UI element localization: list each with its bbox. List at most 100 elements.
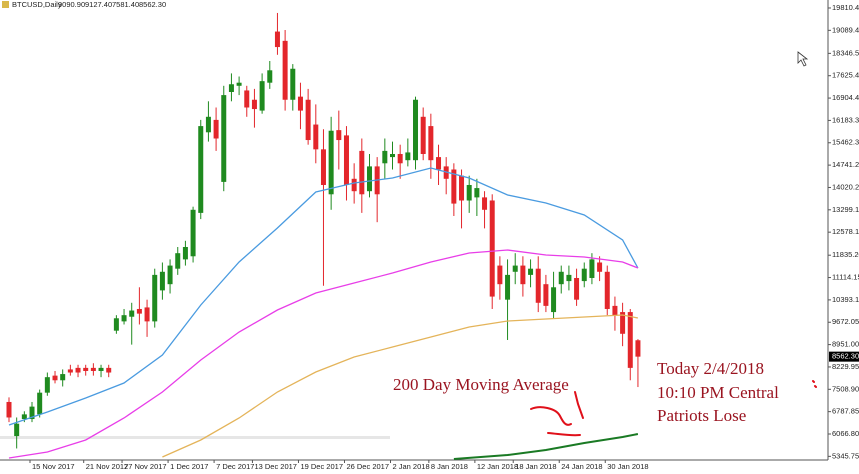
moving-average — [453, 433, 639, 460]
candle-body — [390, 153, 395, 158]
candle-body — [113, 318, 119, 331]
candle-body — [205, 116, 211, 133]
scribble — [812, 380, 817, 388]
x-tick-label: 1 Dec 2017 — [170, 462, 208, 471]
candle-body — [566, 274, 572, 282]
annotation: Patriots Lose — [657, 406, 746, 425]
x-tick-label: 7 Dec 2017 — [216, 462, 254, 471]
candle-body — [482, 197, 488, 210]
candle-body — [213, 119, 219, 139]
scribble — [547, 432, 581, 437]
y-tick-label: 15462.30 — [832, 138, 859, 147]
candle-body — [274, 31, 280, 48]
candle-body — [14, 423, 20, 437]
candle-body — [466, 184, 472, 201]
candle-body — [543, 284, 549, 306]
candle-body — [420, 116, 426, 154]
candle-body — [505, 274, 511, 300]
y-tick-label: 16904.40 — [832, 93, 859, 102]
x-tick-label: 2 Jan 2018 — [393, 462, 430, 471]
candle-body — [152, 274, 158, 322]
candle-body — [343, 135, 349, 185]
candle-body — [520, 265, 526, 285]
candle-body — [528, 268, 534, 275]
candle-body — [144, 307, 150, 322]
candle-body — [198, 126, 204, 213]
candle-body — [474, 188, 480, 198]
header-low: 7581.40 — [112, 0, 139, 9]
y-tick-label: 16183.35 — [832, 115, 859, 124]
y-tick-label: 11835.20 — [832, 250, 859, 259]
candle-body — [29, 406, 35, 420]
candle-body — [351, 178, 357, 192]
candle-body — [106, 367, 112, 373]
scribble — [574, 391, 584, 419]
candle-body — [581, 268, 587, 282]
candle-body — [297, 96, 303, 111]
candle-body — [635, 340, 641, 357]
candle-body — [136, 308, 142, 314]
candle-body — [75, 367, 81, 373]
candle-body — [67, 369, 73, 373]
candle-body — [305, 99, 311, 141]
x-tick-label: 27 Nov 2017 — [124, 462, 167, 471]
y-tick-label: 12578.10 — [832, 227, 859, 236]
candle-body — [597, 262, 603, 272]
y-tick-label: 11114.15 — [832, 273, 859, 282]
y-tick-label: 14020.20 — [832, 182, 859, 191]
candle-body — [551, 287, 557, 313]
chart-title: BTCUSD,Daily — [12, 0, 62, 9]
candle-body — [451, 169, 457, 204]
candle-body — [558, 271, 564, 285]
candle-body — [21, 414, 27, 420]
y-tick-label: 8951.00 — [832, 340, 859, 349]
y-tick-label: 5345.75 — [832, 451, 859, 460]
scribbles — [530, 380, 817, 437]
candle-body — [290, 68, 296, 100]
candle-body — [489, 200, 495, 297]
x-tick-label: 18 Jan 2018 — [515, 462, 556, 471]
y-tick-label: 10393.10 — [832, 295, 859, 304]
x-tick-label: 19 Dec 2017 — [300, 462, 343, 471]
candle-body — [320, 149, 326, 185]
candle-body — [282, 40, 288, 100]
candle-body — [190, 209, 196, 257]
y-tick-label: 9672.05 — [832, 317, 859, 326]
candle-body — [244, 90, 250, 108]
candle-body — [129, 310, 135, 317]
candle-body — [535, 268, 541, 303]
candle-body — [83, 367, 89, 371]
candle-body — [175, 253, 181, 269]
candle-body — [612, 305, 618, 316]
y-tick-label: 19810.45 — [832, 3, 859, 12]
y-tick-label: 18346.55 — [832, 48, 859, 57]
mouse-cursor — [797, 51, 809, 67]
candle-body — [44, 377, 50, 393]
x-tick-label: 13 Dec 2017 — [254, 462, 297, 471]
candle-body — [359, 150, 365, 195]
candle-body — [313, 124, 319, 150]
candle-body — [497, 265, 503, 285]
candle-body — [382, 150, 388, 164]
x-tick-label: 8 Jan 2018 — [431, 462, 468, 471]
candle-body — [159, 271, 165, 291]
candle-body — [6, 401, 12, 418]
candle-body — [405, 152, 411, 161]
candle-body — [604, 271, 610, 309]
y-tick-label: 7508.90 — [832, 384, 859, 393]
y-tick-label: 6787.85 — [832, 407, 859, 416]
x-tick-label: 24 Jan 2018 — [561, 462, 602, 471]
candle-body — [259, 81, 265, 111]
candle-body — [52, 375, 58, 381]
candle-body — [397, 153, 403, 164]
candle-body — [251, 99, 257, 110]
annotation: 10:10 PM Central — [657, 383, 779, 402]
y-tick-label: 8229.95 — [832, 362, 859, 371]
header-close: 8562.30 — [139, 0, 166, 9]
x-tick-label: 12 Jan 2018 — [477, 462, 518, 471]
candle-body — [98, 367, 104, 371]
candle-body — [60, 374, 66, 381]
